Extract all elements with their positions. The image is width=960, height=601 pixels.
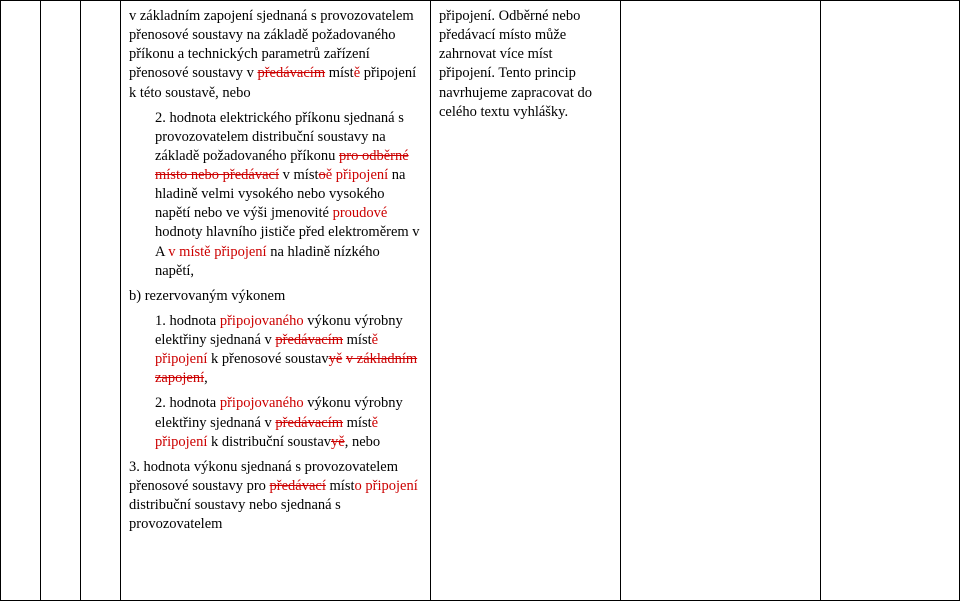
p5-mid: míst <box>326 478 355 494</box>
table-row: v základním zapojení sjednaná s provozov… <box>1 1 960 601</box>
p4-ins1: připojovaného <box>220 395 307 411</box>
p4-strike1: předávacím <box>275 415 343 431</box>
p5-strike1: předávací <box>270 478 326 494</box>
p3-ins1: připojovaného <box>220 313 307 329</box>
para-b: b) rezervovaným výkonem <box>129 287 422 306</box>
cell-empty-2 <box>41 1 81 601</box>
p3-lead: 1. hodnota <box>155 313 220 329</box>
p4-ins2: připojení <box>155 434 207 450</box>
p4-strike2: yě <box>331 434 345 450</box>
p4-mid3: k distribuční soustav <box>207 434 331 450</box>
p1-mid: míst <box>325 65 354 81</box>
p1-strike1: předávacím <box>257 65 325 81</box>
comment-text: připojení. Odběrné nebo předávací místo … <box>439 7 612 122</box>
para-5: 3. hodnota výkonu sjednaná s provozovate… <box>129 458 422 535</box>
p3-mid2: míst <box>343 332 372 348</box>
para-2: 2. hodnota elektrického příkonu sjednaná… <box>129 109 422 281</box>
para-4: 2. hodnota připojovaného výkonu výrobny … <box>129 394 422 451</box>
p2-strike2: o <box>319 167 326 183</box>
p3-strike2: yě <box>329 351 343 367</box>
p3-mid3: k přenosové soustav <box>207 351 328 367</box>
p2-ins3: v místě připojení <box>168 244 270 260</box>
p3-strike1: předávacím <box>275 332 343 348</box>
p3-post: , <box>204 370 208 386</box>
cell-comment: připojení. Odběrné nebo předávací místo … <box>431 1 621 601</box>
cell-empty-1 <box>1 1 41 601</box>
document-table: v základním zapojení sjednaná s provozov… <box>0 0 960 601</box>
p2-ins1: ě připojení <box>326 167 388 183</box>
p2-ins2: proudové <box>333 205 388 221</box>
para-1: v základním zapojení sjednaná s provozov… <box>129 7 422 103</box>
p4-mid2: míst <box>343 415 372 431</box>
cell-empty-7 <box>821 1 960 601</box>
p5-ins1: o připojení <box>355 478 418 494</box>
p4-ins-e: ě <box>372 415 378 431</box>
cell-empty-6 <box>621 1 821 601</box>
p3-ins-e: ě <box>372 332 378 348</box>
p5-post: distribuční soustavy nebo sjednaná s pro… <box>129 497 341 532</box>
cell-main-text: v základním zapojení sjednaná s provozov… <box>121 1 431 601</box>
p3-ins2: připojení <box>155 351 207 367</box>
p4-post: , nebo <box>345 434 380 450</box>
p2-after-strike1: v míst <box>279 167 318 183</box>
cell-empty-3 <box>81 1 121 601</box>
p4-lead: 2. hodnota <box>155 395 220 411</box>
para-3: 1. hodnota připojovaného výkonu výrobny … <box>129 312 422 389</box>
